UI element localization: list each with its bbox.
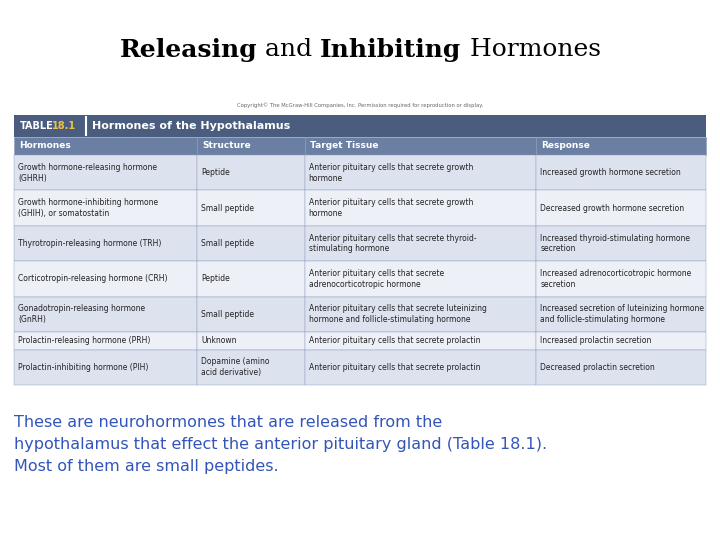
Bar [14, 155, 197, 191]
Text: Anterior pituitary cells that secrete
adrenocorticotropic hormone: Anterior pituitary cells that secrete ad… [309, 269, 444, 289]
Text: Inhibiting: Inhibiting [320, 38, 462, 62]
Text: Anterior pituitary cells that secrete luteinizing
hormone and follicle-stimulati: Anterior pituitary cells that secrete lu… [309, 305, 487, 324]
Text: 18.1: 18.1 [52, 121, 76, 131]
Text: Increased thyroid-stimulating hormone
secretion: Increased thyroid-stimulating hormone se… [541, 234, 690, 253]
Text: Hormones: Hormones [19, 141, 71, 151]
Bar [14, 296, 197, 332]
Bar [14, 332, 197, 349]
Bar [536, 137, 706, 155]
Text: Peptide: Peptide [202, 274, 230, 284]
Bar [14, 137, 197, 155]
Bar [14, 261, 197, 296]
Text: Response: Response [541, 141, 590, 151]
Text: Increased growth hormone secretion: Increased growth hormone secretion [541, 168, 681, 177]
Text: Decreased growth hormone secretion: Decreased growth hormone secretion [541, 204, 685, 213]
Text: Prolactin-inhibiting hormone (PIH): Prolactin-inhibiting hormone (PIH) [18, 363, 148, 372]
Text: Small peptide: Small peptide [202, 204, 254, 213]
Text: Unknown: Unknown [202, 336, 237, 345]
Bar [14, 349, 197, 385]
Bar [197, 137, 305, 155]
Bar [536, 296, 706, 332]
Bar [536, 349, 706, 385]
Bar [536, 261, 706, 296]
Bar [536, 332, 706, 349]
Text: Prolactin-releasing hormone (PRH): Prolactin-releasing hormone (PRH) [18, 336, 150, 345]
Bar [197, 191, 305, 226]
Bar [305, 296, 536, 332]
Bar [197, 155, 305, 191]
Text: Hormones of the Hypothalamus: Hormones of the Hypothalamus [92, 121, 290, 131]
Text: Anterior pituitary cells that secrete growth
hormone: Anterior pituitary cells that secrete gr… [309, 198, 473, 218]
Text: Small peptide: Small peptide [202, 239, 254, 248]
Text: Anterior pituitary cells that secrete thyroid-
stimulating hormone: Anterior pituitary cells that secrete th… [309, 234, 476, 253]
Bar [305, 332, 536, 349]
Bar [305, 191, 536, 226]
Text: Increased prolactin secretion: Increased prolactin secretion [541, 336, 652, 345]
Text: Copyright© The McGraw-Hill Companies, Inc. Permission required for reproduction : Copyright© The McGraw-Hill Companies, In… [237, 103, 483, 108]
Text: Anterior pituitary cells that secrete prolactin: Anterior pituitary cells that secrete pr… [309, 336, 480, 345]
Text: Small peptide: Small peptide [202, 310, 254, 319]
Bar [197, 261, 305, 296]
Text: Increased secretion of luteinizing hormone
and follicle-stimulating hormone: Increased secretion of luteinizing hormo… [541, 305, 704, 324]
Text: These are neurohormones that are released from the
hypothalamus that effect the : These are neurohormones that are release… [14, 415, 547, 475]
Text: Corticotropin-releasing hormone (CRH): Corticotropin-releasing hormone (CRH) [18, 274, 168, 284]
Text: and: and [257, 38, 320, 61]
Text: Structure: Structure [202, 141, 251, 151]
Bar [197, 226, 305, 261]
Bar [14, 191, 197, 226]
Text: Growth hormone-inhibiting hormone
(GHIH), or somatostatin: Growth hormone-inhibiting hormone (GHIH)… [18, 198, 158, 218]
Bar [197, 332, 305, 349]
Text: Dopamine (amino
acid derivative): Dopamine (amino acid derivative) [202, 357, 270, 377]
Text: Growth hormone-releasing hormone
(GHRH): Growth hormone-releasing hormone (GHRH) [18, 163, 157, 183]
Bar [14, 226, 197, 261]
Bar [536, 191, 706, 226]
Text: Anterior pituitary cells that secrete prolactin: Anterior pituitary cells that secrete pr… [309, 363, 480, 372]
Text: TABLE: TABLE [20, 121, 54, 131]
Bar [197, 296, 305, 332]
Text: Increased adrenocorticotropic hormone
secretion: Increased adrenocorticotropic hormone se… [541, 269, 692, 289]
Text: Hormones: Hormones [462, 38, 600, 61]
Text: Releasing: Releasing [120, 38, 257, 62]
Bar [305, 155, 536, 191]
Bar [197, 349, 305, 385]
Bar [536, 226, 706, 261]
Text: Target Tissue: Target Tissue [310, 141, 378, 151]
Text: Anterior pituitary cells that secrete growth
hormone: Anterior pituitary cells that secrete gr… [309, 163, 473, 183]
Text: Decreased prolactin secretion: Decreased prolactin secretion [541, 363, 655, 372]
Text: Peptide: Peptide [202, 168, 230, 177]
Bar [536, 155, 706, 191]
Text: Thyrotropin-releasing hormone (TRH): Thyrotropin-releasing hormone (TRH) [18, 239, 161, 248]
Bar [14, 115, 706, 137]
Bar [305, 261, 536, 296]
Text: Gonadotropin-releasing hormone
(GnRH): Gonadotropin-releasing hormone (GnRH) [18, 305, 145, 324]
Bar [305, 226, 536, 261]
Bar [305, 349, 536, 385]
Bar [305, 137, 536, 155]
